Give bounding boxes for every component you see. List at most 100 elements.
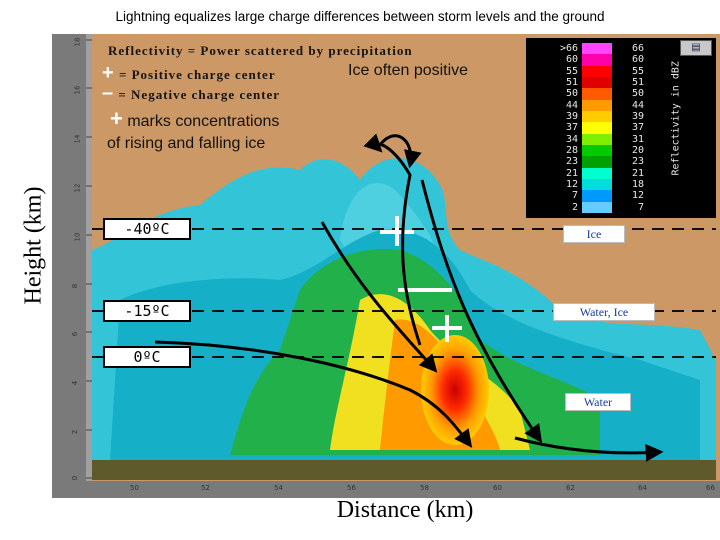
color-scale-left-value: 51 xyxy=(565,76,578,88)
color-scale-left-value: 28 xyxy=(565,144,578,156)
color-scale-right-value: 39 xyxy=(631,110,644,122)
x-tick-label: 50 xyxy=(130,484,139,492)
y-tick-label: 6 xyxy=(71,331,80,337)
y-tick-label: 10 xyxy=(73,232,82,242)
color-scale-swatch xyxy=(582,99,612,111)
color-scale-right-value: 44 xyxy=(631,99,644,111)
x-axis-label: Distance (km) xyxy=(336,497,474,523)
color-scale-swatch xyxy=(582,43,612,55)
color-scale-swatch xyxy=(582,88,612,100)
positive-legend-text: = Positive charge center xyxy=(118,67,276,82)
phase-label-water-ice: Water, Ice xyxy=(553,303,655,321)
color-scale-left-value: 39 xyxy=(565,110,578,122)
descending-arrow-left xyxy=(320,221,438,373)
color-scale-right-value: 31 xyxy=(631,133,644,145)
negative-symbol: – xyxy=(102,82,115,104)
reflectivity-color-scale xyxy=(526,38,716,218)
color-scale-left-value: 50 xyxy=(565,88,578,100)
anvil-arrow xyxy=(378,134,422,169)
color-scale-left-value: 37 xyxy=(565,122,578,134)
x-tick-label: 62 xyxy=(566,484,575,492)
y-tick-label: 8 xyxy=(71,283,80,289)
x-tick-label: 60 xyxy=(493,484,502,492)
color-scale-swatch xyxy=(582,156,612,168)
color-scale-left-value: 60 xyxy=(565,54,578,66)
color-scale-right-value: 18 xyxy=(631,178,644,190)
color-scale-unit: Reflectivity in dBZ xyxy=(670,61,682,176)
descending-arrow-center xyxy=(420,179,543,443)
negative-legend-text: = Negative charge center xyxy=(118,87,281,102)
color-scale-swatch xyxy=(582,65,612,77)
color-scale-right-value: 7 xyxy=(637,201,644,213)
color-scale-swatch xyxy=(582,190,612,202)
color-scale-swatch xyxy=(582,54,612,66)
phase-label-ice: Ice xyxy=(563,225,625,243)
isotherm-label-minus40: -40ºC xyxy=(103,218,191,240)
page-title: Lightning equalizes large charge differe… xyxy=(115,9,605,24)
marks-note-line1: + marks concentrations xyxy=(110,106,279,132)
y-tick-label: 0 xyxy=(71,475,80,481)
x-tick-label: 52 xyxy=(201,484,210,492)
isotherm-label-minus15: -15ºC xyxy=(103,300,191,322)
phase-label-water: Water xyxy=(565,393,631,411)
x-tick-label: 56 xyxy=(347,484,356,492)
color-scale-left-value: 2 xyxy=(571,201,578,213)
y-tick-label: 2 xyxy=(71,429,80,435)
positive-charge-upper xyxy=(380,216,414,246)
x-tick-label: 66 xyxy=(706,484,715,492)
color-scale-left-value: 34 xyxy=(565,133,578,145)
y-tick-label: 18 xyxy=(73,37,82,47)
color-scale-swatch xyxy=(582,145,612,157)
color-scale-bars xyxy=(582,43,612,213)
color-scale-swatch xyxy=(582,179,612,191)
negative-legend: – = Negative charge center xyxy=(102,82,280,105)
isotherm-label-0: 0ºC xyxy=(103,346,191,368)
positive-charge-lower xyxy=(432,315,462,342)
color-scale-swatch xyxy=(582,133,612,145)
x-tick-label: 64 xyxy=(638,484,647,492)
color-scale-swatch xyxy=(582,77,612,89)
ground xyxy=(92,460,716,480)
y-tick-label: 4 xyxy=(71,380,80,386)
color-scale-right-value: 50 xyxy=(631,88,644,100)
color-scale-right-value: 37 xyxy=(631,122,644,134)
color-scale-left-value: >66 xyxy=(559,43,578,54)
color-scale-right-value: 55 xyxy=(631,65,644,77)
color-scale-right-value: 12 xyxy=(631,190,644,202)
marks-note-line2: of rising and falling ice xyxy=(107,135,266,152)
color-scale-right-value: 23 xyxy=(631,156,644,168)
color-scale-right-value: 51 xyxy=(631,76,644,88)
storm-core xyxy=(421,335,489,445)
plus-symbol: + xyxy=(110,106,123,131)
color-scale-swatch xyxy=(582,201,612,213)
x-tick-label: 54 xyxy=(274,484,283,492)
color-scale-right-value: 66 xyxy=(631,43,644,54)
color-scale-right-values: 66 60 55 51 50 44 39 37 31 20 23 21 18 12 7 xyxy=(604,43,644,214)
color-scale-swatch xyxy=(582,111,612,123)
marks-note-text: marks concentrations xyxy=(127,113,280,130)
color-scale-swatch xyxy=(582,122,612,134)
color-scale-left-value: 12 xyxy=(565,178,578,190)
ice-positive-note: Ice often positive xyxy=(348,62,469,79)
color-scale-left-value: 7 xyxy=(571,190,578,202)
color-scale-right-value: 20 xyxy=(631,144,644,156)
y-tick-label: 14 xyxy=(73,134,82,144)
y-tick-label: 16 xyxy=(73,85,82,95)
color-scale-swatch xyxy=(582,167,612,179)
y-tick-label: 12 xyxy=(73,183,82,193)
y-axis-label: Height (km) xyxy=(20,186,47,305)
color-scale-right-value: 60 xyxy=(631,54,644,66)
color-scale-left-value: 23 xyxy=(565,156,578,168)
y-tick-marks xyxy=(86,39,92,479)
reflectivity-definition: Reflectivity = Power scattered by precip… xyxy=(108,43,413,58)
color-scale-left-value: 44 xyxy=(565,99,578,111)
outflow-arrow xyxy=(514,436,664,462)
x-tick-label: 58 xyxy=(420,484,429,492)
color-scale-right-value: 21 xyxy=(631,167,644,179)
positive-legend: + = Positive charge center xyxy=(102,62,276,85)
chart-icon[interactable]: ▤ xyxy=(680,40,712,56)
positive-symbol: + xyxy=(102,62,115,84)
color-scale-left-value: 55 xyxy=(565,65,578,77)
color-scale-left-values: >66 60 55 51 50 44 39 37 34 28 23 21 12 7 2 xyxy=(528,43,578,214)
